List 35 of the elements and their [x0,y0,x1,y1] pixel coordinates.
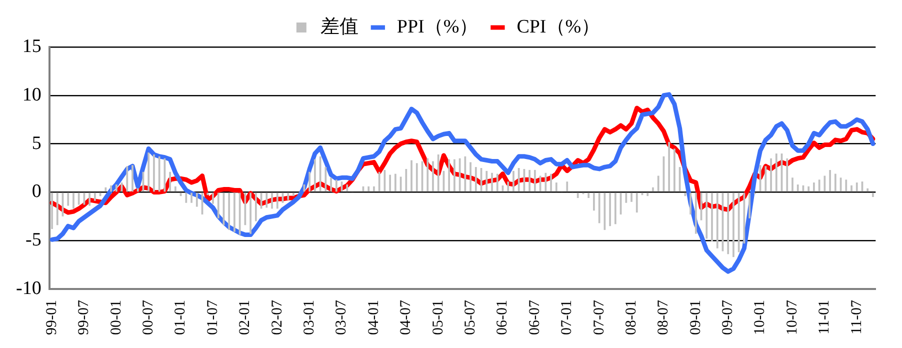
y-tick-label: -5 [26,230,42,251]
x-tick-label: 08-01 [623,300,640,336]
x-tick-label: 08-07 [656,300,672,336]
x-tick-label: 07-07 [591,300,608,336]
x-tick-label: 10-01 [752,300,768,336]
x-tick-label: 99-07 [76,300,92,336]
x-tick-label: 01-01 [172,300,189,336]
x-tick-label: 09-07 [720,300,736,336]
y-tick-label: 15 [22,36,42,57]
x-tick-label: 07-01 [559,300,576,336]
x-tick-label: 10-07 [784,300,800,336]
x-tick-label: 11-01 [816,300,833,334]
x-tick-label: 00-07 [140,300,157,336]
y-tick-label: 10 [22,84,42,106]
x-tick-label: 06-07 [526,300,543,336]
x-tick-label: 99-01 [44,300,60,336]
x-tick-label: 02-07 [269,300,286,336]
legend-label: PPI（%） [396,16,478,38]
x-tick-label: 04-07 [398,300,414,336]
x-tick-label: 05-01 [430,300,446,336]
x-tick-label: 03-01 [302,300,318,336]
y-tick-label: 5 [32,132,42,154]
legend-label: CPI（%） [516,16,600,38]
y-tick-label: -10 [16,278,42,299]
x-tick-label: 01-07 [204,300,221,336]
x-tick-label: 00-01 [108,300,124,336]
x-tick-label: 05-07 [462,300,478,336]
x-tick-label: 06-01 [494,300,511,336]
y-tick-label: 0 [32,181,42,202]
legend-label: 差值 [320,16,358,38]
x-tick-label: 02-01 [237,300,254,336]
x-tick-label: 09-01 [688,300,704,336]
x-tick-label: 03-07 [334,300,350,336]
x-tick-label: 04-01 [366,300,382,336]
x-tick-label: 11-07 [848,300,865,334]
